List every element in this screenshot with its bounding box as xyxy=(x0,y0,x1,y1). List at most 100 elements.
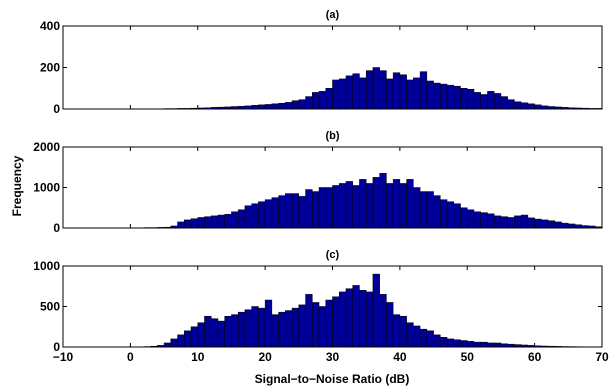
panel-title: (b) xyxy=(325,130,339,142)
histogram-bar xyxy=(460,88,468,110)
histogram-bar xyxy=(298,196,306,229)
histogram-bar xyxy=(210,318,219,348)
histogram-bar xyxy=(345,75,353,110)
y-tick-label: 500 xyxy=(40,300,60,314)
histogram-bar xyxy=(426,191,434,229)
x-tick-label: 40 xyxy=(393,350,407,364)
histogram-bar xyxy=(386,78,394,110)
histogram-bar xyxy=(453,339,461,348)
histogram-bar xyxy=(352,285,360,348)
histogram-bar xyxy=(251,105,259,110)
histogram-bar xyxy=(271,197,279,229)
histogram-bar xyxy=(251,306,259,348)
histogram-bar xyxy=(312,302,320,348)
panel-title: (a) xyxy=(326,9,340,21)
histogram-bar xyxy=(332,79,340,110)
histogram-bar xyxy=(210,215,219,229)
histogram-bar xyxy=(224,315,232,348)
histogram-bar xyxy=(318,306,327,348)
histogram-bar xyxy=(325,187,333,229)
histogram-bar xyxy=(352,185,360,229)
histogram-bar xyxy=(392,314,401,348)
histogram-bar xyxy=(237,311,246,348)
histogram-bar xyxy=(244,205,252,229)
histogram-bar xyxy=(520,214,529,229)
histogram-bar xyxy=(224,213,232,229)
histogram-bar xyxy=(399,315,407,348)
histogram-bar xyxy=(318,187,327,229)
histogram-bar xyxy=(372,67,380,110)
histogram-bar xyxy=(251,203,259,229)
histogram-bar xyxy=(433,195,441,229)
histogram-bar xyxy=(204,315,212,348)
y-tick-label: 1000 xyxy=(33,259,60,273)
histogram-bar xyxy=(406,322,414,348)
histogram-bar xyxy=(278,311,286,348)
histogram-bar xyxy=(440,83,448,110)
histogram-bar xyxy=(318,91,327,110)
histogram-bar xyxy=(365,291,374,348)
histogram-bar xyxy=(547,220,556,229)
histogram-bar xyxy=(487,91,495,110)
histogram-bar xyxy=(473,92,481,110)
histogram-bar xyxy=(453,203,461,229)
histogram-bar xyxy=(231,314,239,348)
histogram-bar xyxy=(312,191,320,229)
histogram-bar xyxy=(217,214,225,229)
histogram-bar xyxy=(217,320,225,348)
histogram-bar xyxy=(184,330,192,348)
histogram-bar xyxy=(345,288,353,348)
histogram-bar xyxy=(487,213,495,229)
histogram-bar xyxy=(298,304,306,348)
y-axis-label: Frequency xyxy=(10,155,24,216)
histogram-bar xyxy=(312,92,320,110)
histogram-bar xyxy=(419,191,428,229)
panel-title: (c) xyxy=(326,249,340,261)
histogram-bar xyxy=(305,96,313,110)
histogram-bar xyxy=(345,181,353,229)
histogram-bar xyxy=(561,222,569,229)
histogram-bar xyxy=(446,338,455,348)
histogram-bar xyxy=(177,221,185,229)
histogram-bar xyxy=(386,302,394,348)
histogram-bar xyxy=(291,193,300,229)
histogram-bar xyxy=(554,221,562,229)
y-tick-label: 0 xyxy=(53,340,60,354)
histogram-bar xyxy=(520,102,529,110)
histogram-bar xyxy=(480,341,488,348)
x-tick-label: −10 xyxy=(53,350,74,364)
histogram-bar xyxy=(379,70,387,110)
y-tick-label: 200 xyxy=(40,61,60,75)
histogram-bar xyxy=(190,218,198,229)
histogram-bar xyxy=(338,291,347,348)
histogram-bar xyxy=(392,179,401,229)
histogram-bar xyxy=(372,177,380,229)
histogram-bar xyxy=(372,273,380,348)
histogram-bar xyxy=(460,340,468,348)
histogram-bar xyxy=(446,84,455,110)
histogram-bar xyxy=(365,70,374,110)
histogram-bar xyxy=(237,209,246,229)
histogram-bar xyxy=(278,102,286,110)
histogram-bar xyxy=(305,294,313,348)
x-tick-label: 30 xyxy=(326,350,340,364)
histogram-bar xyxy=(480,212,488,229)
histogram-bar xyxy=(527,217,535,229)
x-tick-label: 20 xyxy=(258,350,272,364)
histogram-bar xyxy=(507,99,515,110)
histogram-bar xyxy=(264,199,273,229)
histogram-bar xyxy=(244,309,252,348)
histogram-bar xyxy=(338,183,347,229)
histogram-bar xyxy=(453,85,461,110)
histogram-bar xyxy=(419,328,428,348)
y-tick-label: 400 xyxy=(40,19,60,33)
histogram-bar xyxy=(473,211,481,229)
histogram-bar xyxy=(258,201,266,229)
histogram-bar xyxy=(231,211,239,229)
histogram-bar xyxy=(446,201,455,229)
histogram-bar xyxy=(514,215,522,229)
histogram-bar xyxy=(480,94,488,110)
histogram-bar xyxy=(190,326,198,348)
